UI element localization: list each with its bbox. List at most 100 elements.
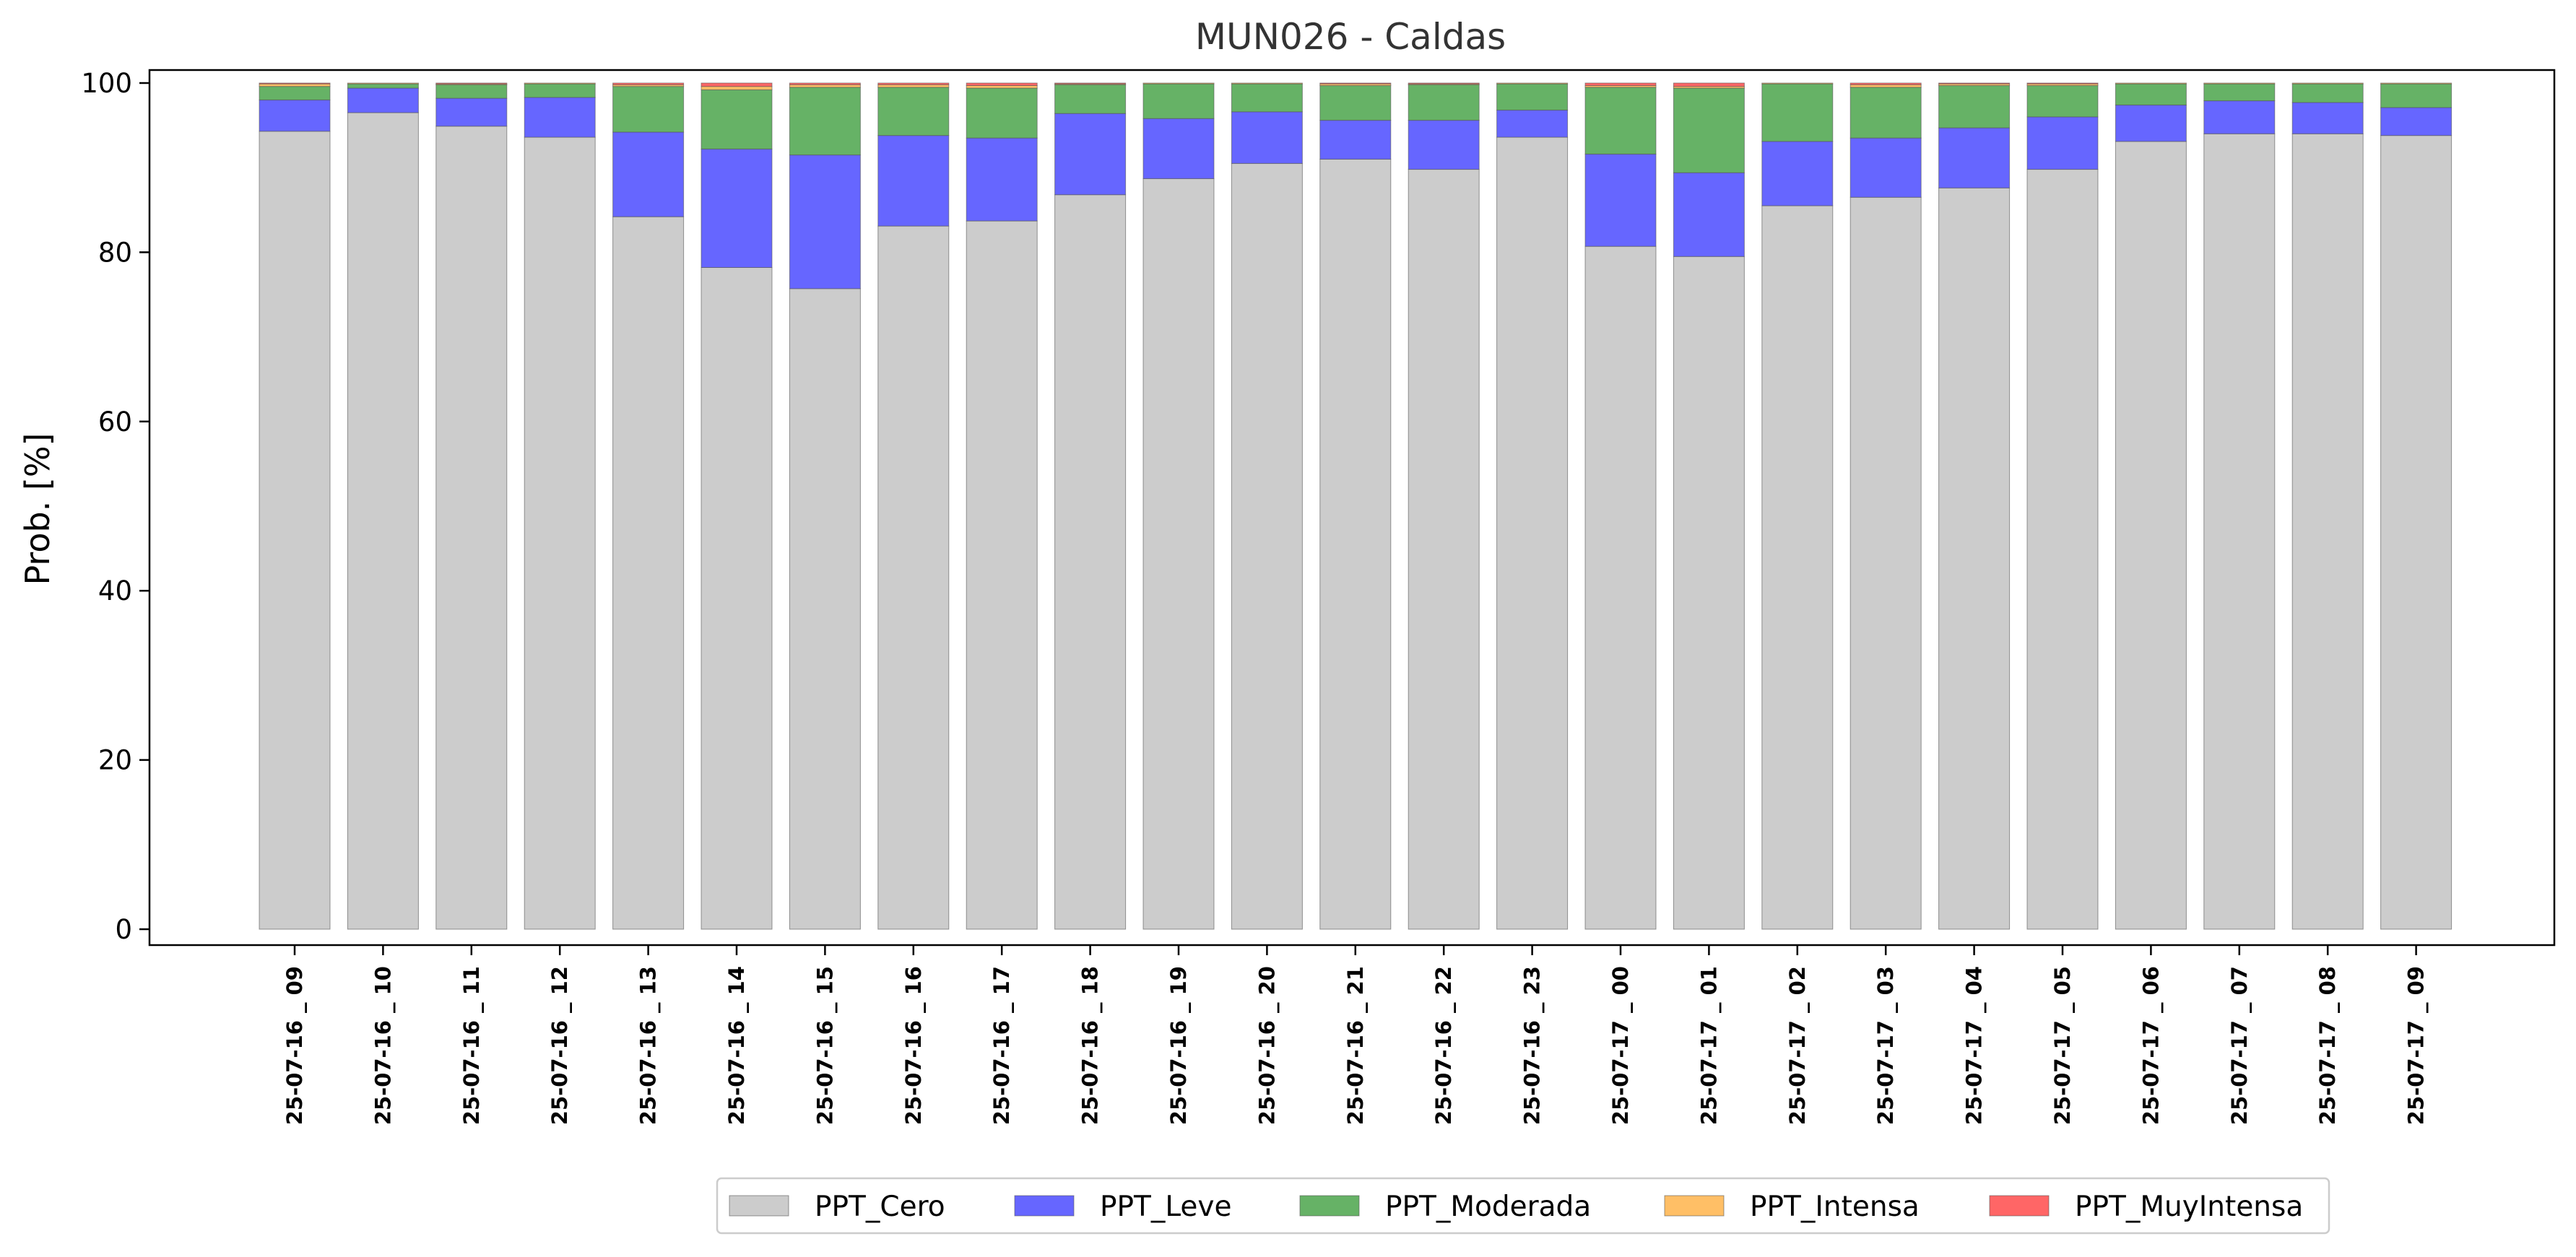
bar-ppt-muyintensa-7 <box>789 82 861 85</box>
bar-ppt-muyintensa-8 <box>877 82 950 85</box>
bar-ppt-cero-12 <box>1231 162 1303 930</box>
y-axis-ticks: 0 20 40 60 80 100 <box>81 68 149 945</box>
bar-ppt-moderada-9 <box>966 87 1038 139</box>
legend-label-ppt-intensa: PPT_Intensa <box>1750 1191 1920 1223</box>
bar-ppt-intensa-9 <box>966 85 1038 89</box>
legend-swatch-ppt-cero <box>729 1195 789 1217</box>
bar-ppt-muyintensa-16 <box>1584 82 1657 87</box>
bar-ppt-intensa-15 <box>1496 82 1569 84</box>
bar-stacks <box>259 82 2453 930</box>
bar-ppt-cero-6 <box>701 266 773 930</box>
bar-ppt-leve-15 <box>1496 110 1569 138</box>
x-tick-label: 25-07-17 _ 01 <box>1696 966 1721 1125</box>
plot-frame <box>148 69 2556 947</box>
x-tick-label: 25-07-17 _ 04 <box>1962 966 1987 1125</box>
bar-ppt-cero-15 <box>1496 136 1569 930</box>
x-tick-label: 25-07-17 _ 08 <box>2315 966 2340 1125</box>
x-tick-label: 25-07-16 _ 23 <box>1520 966 1545 1125</box>
bar-ppt-moderada-23 <box>2203 83 2276 102</box>
bar-ppt-leve-2 <box>347 87 419 113</box>
y-axis-label: Prob. [%] <box>18 432 57 585</box>
x-tick-label: 25-07-16 _ 14 <box>724 966 749 1125</box>
bar-ppt-moderada-7 <box>789 87 861 156</box>
bar-ppt-cero-25 <box>2380 135 2453 930</box>
bar-ppt-cero-14 <box>1408 169 1480 930</box>
legend-swatch-ppt-muyintensa <box>1989 1195 2050 1217</box>
bar-ppt-cero-11 <box>1142 178 1215 930</box>
legend-swatch-ppt-moderada <box>1299 1195 1360 1217</box>
legend-label-ppt-cero: PPT_Cero <box>815 1191 945 1223</box>
x-tick-label: 25-07-16 _ 13 <box>636 966 661 1125</box>
bar-ppt-leve-10 <box>1054 113 1127 196</box>
bar-ppt-moderada-8 <box>877 87 950 136</box>
y-tick-label: 0 <box>115 914 132 945</box>
x-tick-label: 25-07-16 _ 09 <box>282 966 307 1125</box>
x-tick-label: 25-07-16 _ 15 <box>812 966 837 1125</box>
bar-ppt-muyintensa-6 <box>701 82 773 87</box>
bar-ppt-moderada-17 <box>1673 87 1745 173</box>
bar-ppt-moderada-21 <box>2026 85 2099 118</box>
bar-ppt-cero-24 <box>2291 133 2364 930</box>
bar-ppt-leve-13 <box>1319 120 1392 160</box>
bar-ppt-muyintensa-20 <box>1938 82 2011 84</box>
bar-ppt-intensa-23 <box>2203 82 2276 84</box>
chart-title: MUN026 - Caldas <box>1195 16 1506 58</box>
bar-ppt-leve-9 <box>966 137 1038 222</box>
bar-ppt-cero-20 <box>1938 187 2011 930</box>
bar-ppt-muyintensa-1 <box>259 82 331 84</box>
bar-ppt-cero-8 <box>877 225 950 930</box>
bar-ppt-cero-9 <box>966 220 1038 930</box>
bar-ppt-intensa-2 <box>347 82 419 84</box>
bar-ppt-leve-21 <box>2026 116 2099 170</box>
bar-ppt-cero-16 <box>1584 245 1657 930</box>
bar-ppt-moderada-1 <box>259 86 331 100</box>
bar-ppt-moderada-20 <box>1938 85 2011 129</box>
bar-ppt-moderada-2 <box>347 83 419 89</box>
bar-ppt-cero-7 <box>789 288 861 930</box>
legend-box <box>716 1177 2330 1235</box>
bar-ppt-leve-16 <box>1584 153 1657 247</box>
bar-ppt-leve-3 <box>435 97 508 127</box>
bar-ppt-leve-1 <box>259 99 331 132</box>
bar-ppt-moderada-18 <box>1761 83 1834 142</box>
bar-ppt-intensa-6 <box>701 86 773 90</box>
bar-ppt-intensa-22 <box>2115 82 2187 84</box>
legend-label-ppt-leve: PPT_Leve <box>1100 1191 1231 1223</box>
bar-ppt-moderada-22 <box>2115 83 2187 105</box>
bar-ppt-leve-11 <box>1142 118 1215 179</box>
bar-ppt-muyintensa-14 <box>1408 82 1480 84</box>
bar-ppt-intensa-18 <box>1761 82 1834 84</box>
x-tick-label: 25-07-17 _ 00 <box>1608 966 1633 1125</box>
bar-ppt-cero-21 <box>2026 169 2099 930</box>
bar-ppt-muyintensa-10 <box>1054 82 1127 84</box>
bar-ppt-cero-22 <box>2115 141 2187 930</box>
bar-ppt-cero-19 <box>1849 196 1922 930</box>
bar-ppt-intensa-24 <box>2291 82 2364 84</box>
bar-ppt-intensa-4 <box>524 82 596 84</box>
bar-ppt-moderada-25 <box>2380 83 2453 108</box>
bar-ppt-moderada-14 <box>1408 84 1480 121</box>
x-tick-label: 25-07-16 _ 11 <box>459 966 484 1125</box>
x-tick-label: 25-07-16 _ 16 <box>901 966 926 1125</box>
bar-ppt-cero-17 <box>1673 256 1745 930</box>
bar-ppt-moderada-6 <box>701 89 773 149</box>
x-tick-label: 25-07-16 _ 21 <box>1343 966 1368 1125</box>
bar-ppt-leve-17 <box>1673 172 1745 257</box>
bar-ppt-moderada-10 <box>1054 84 1127 114</box>
bar-ppt-muyintensa-5 <box>612 82 685 85</box>
y-tick-label: 80 <box>98 237 132 268</box>
bar-ppt-leve-7 <box>789 155 861 290</box>
bar-ppt-muyintensa-21 <box>2026 82 2099 84</box>
bar-ppt-moderada-11 <box>1142 83 1215 119</box>
bar-ppt-cero-2 <box>347 112 419 930</box>
bar-ppt-moderada-3 <box>435 84 508 99</box>
x-tick-label: 25-07-16 _ 20 <box>1254 966 1279 1125</box>
bar-ppt-muyintensa-9 <box>966 82 1038 87</box>
bar-ppt-cero-1 <box>259 131 331 930</box>
bar-ppt-muyintensa-13 <box>1319 82 1392 84</box>
x-tick-label: 25-07-16 _ 17 <box>989 966 1014 1125</box>
bar-ppt-leve-6 <box>701 148 773 268</box>
x-axis-ticks: 25-07-16 _ 09 25-07-16 _ 10 25-07-16 _ 11 2… <box>282 945 2429 1125</box>
legend-swatch-ppt-intensa <box>1664 1195 1725 1217</box>
